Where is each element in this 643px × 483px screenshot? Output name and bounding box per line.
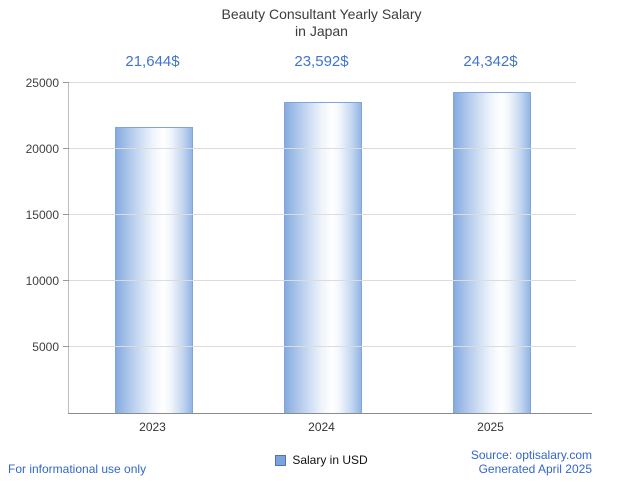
legend-swatch-icon xyxy=(275,454,287,466)
bar-value-labels: 21,644$ 23,592$ 24,342$ xyxy=(68,53,575,70)
bar-value-label: 24,342$ xyxy=(463,53,518,70)
y-axis-tick xyxy=(63,346,69,347)
y-axis-tick xyxy=(63,148,69,149)
legend-label: Salary in USD xyxy=(292,453,368,467)
gridline xyxy=(69,214,576,215)
x-tick-label: 2025 xyxy=(477,420,504,434)
salary-bar xyxy=(114,127,193,413)
y-axis-tick xyxy=(63,82,69,83)
gridline xyxy=(69,148,576,149)
gridline xyxy=(69,82,576,83)
legend: Salary in USD xyxy=(0,453,643,467)
x-axis-labels: 2023 2024 2025 xyxy=(68,420,575,434)
y-axis-tick xyxy=(63,280,69,281)
bar-slot xyxy=(69,83,238,413)
chart-title: Beauty Consultant Yearly Salary in Japan xyxy=(0,6,643,40)
x-axis-line xyxy=(68,413,592,414)
y-tick-label: 15000 xyxy=(25,208,59,222)
bars-container xyxy=(69,83,576,413)
gridline xyxy=(69,280,576,281)
bar-slot xyxy=(407,83,576,413)
bar-slot xyxy=(238,83,407,413)
generated-text: Generated April 2025 xyxy=(478,462,592,476)
salary-bar xyxy=(452,91,531,413)
chart-title-line1: Beauty Consultant Yearly Salary xyxy=(221,6,422,22)
y-tick-label: 25000 xyxy=(25,76,59,90)
disclaimer-text: For informational use only xyxy=(8,462,147,476)
plot-area: 5000 10000 15000 20000 25000 xyxy=(26,76,576,413)
y-tick-label: 20000 xyxy=(25,142,59,156)
y-axis-tick xyxy=(63,214,69,215)
source-info: Source: optisalary.com Generated April 2… xyxy=(471,448,592,476)
x-tick-label: 2023 xyxy=(139,420,166,434)
source-text: Source: optisalary.com xyxy=(470,448,592,462)
bar-value-label: 21,644$ xyxy=(125,53,180,70)
chart-title-line2: in Japan xyxy=(295,23,348,39)
y-tick-label: 5000 xyxy=(32,340,59,354)
salary-bar xyxy=(283,101,362,413)
y-tick-label: 10000 xyxy=(25,274,59,288)
bar-value-label: 23,592$ xyxy=(294,53,349,70)
x-tick-label: 2024 xyxy=(308,420,335,434)
gridline xyxy=(69,346,576,347)
